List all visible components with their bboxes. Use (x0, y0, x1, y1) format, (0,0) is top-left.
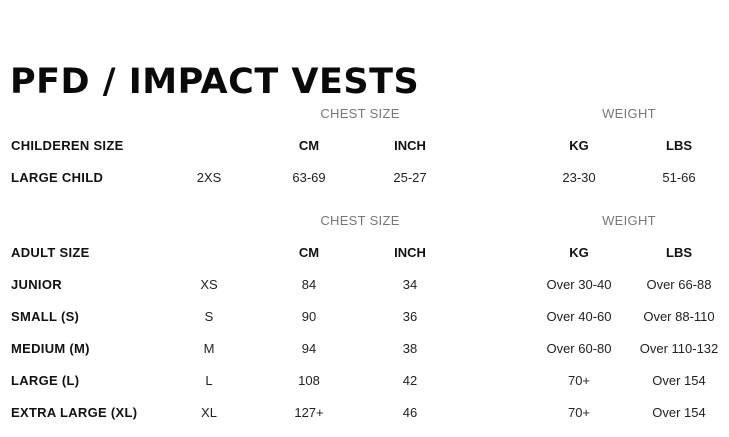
chest-inch-value: 34 (402, 277, 418, 292)
chest-size-group-heading: CHEST SIZE (320, 106, 400, 121)
weight-lbs-value: Over 110-132 (639, 341, 719, 356)
chest-cm-value: 108 (298, 373, 320, 388)
inch-column-header: INCH (394, 245, 426, 260)
size-name: LARGE CHILD (11, 170, 104, 185)
children-header-row: CHILDEREN SIZE CM INCH KG LBS (0, 138, 729, 158)
children-size-heading: CHILDEREN SIZE (11, 138, 124, 153)
size-code: 2XS (196, 170, 222, 185)
table-row: JUNIOR XS 84 34 Over 30-40 Over 66-88 (0, 277, 729, 297)
chest-inch-value: 38 (402, 341, 418, 356)
chest-inch-value: 36 (402, 309, 418, 324)
kg-column-header: KG (569, 138, 589, 153)
size-code: M (203, 341, 215, 356)
weight-kg-value: 70+ (567, 405, 591, 420)
weight-kg-value: 70+ (567, 373, 591, 388)
chest-cm-value: 127+ (294, 405, 324, 420)
weight-lbs-value: Over 66-88 (646, 277, 712, 292)
size-name: LARGE (L) (11, 373, 80, 388)
table-row: MEDIUM (M) M 94 38 Over 60-80 Over 110-1… (0, 341, 729, 361)
weight-kg-value: Over 60-80 (546, 341, 612, 356)
lbs-column-header: LBS (666, 138, 692, 153)
table-row: LARGE CHILD 2XS 63-69 25-27 23-30 51-66 (0, 170, 729, 190)
chest-inch-value: 42 (402, 373, 418, 388)
cm-column-header: CM (298, 245, 320, 260)
table-row: LARGE (L) L 108 42 70+ Over 154 (0, 373, 729, 393)
weight-kg-value: Over 40-60 (546, 309, 612, 324)
weight-kg-value: 23-30 (562, 170, 596, 185)
weight-group-heading: WEIGHT (602, 106, 656, 121)
adult-header-row: ADULT SIZE CM INCH KG LBS (0, 245, 729, 265)
size-name: JUNIOR (11, 277, 62, 292)
weight-lbs-value: 51-66 (662, 170, 696, 185)
chest-cm-value: 94 (301, 341, 317, 356)
chest-inch-value: 46 (402, 405, 418, 420)
weight-kg-value: Over 30-40 (546, 277, 612, 292)
cm-column-header: CM (298, 138, 320, 153)
chest-cm-value: 63-69 (292, 170, 326, 185)
adult-size-heading: ADULT SIZE (11, 245, 90, 260)
weight-lbs-value: Over 154 (652, 405, 706, 420)
size-name: MEDIUM (M) (11, 341, 90, 356)
weight-lbs-value: Over 88-110 (643, 309, 715, 324)
chest-inch-value: 25-27 (393, 170, 427, 185)
size-name: SMALL (S) (11, 309, 80, 324)
lbs-column-header: LBS (666, 245, 692, 260)
chest-cm-value: 84 (301, 277, 317, 292)
chest-size-group-heading: CHEST SIZE (320, 213, 400, 228)
size-code: XS (200, 277, 218, 292)
kg-column-header: KG (569, 245, 589, 260)
table-row: EXTRA LARGE (XL) XL 127+ 46 70+ Over 154 (0, 405, 729, 425)
weight-group-heading: WEIGHT (602, 213, 656, 228)
chest-cm-value: 90 (301, 309, 317, 324)
table-row: SMALL (S) S 90 36 Over 40-60 Over 88-110 (0, 309, 729, 329)
size-name: EXTRA LARGE (XL) (11, 405, 138, 420)
weight-lbs-value: Over 154 (652, 373, 706, 388)
inch-column-header: INCH (394, 138, 426, 153)
size-code: XL (201, 405, 217, 420)
page-title: PFD / IMPACT VESTS (10, 62, 420, 102)
size-code: S (204, 309, 214, 324)
size-code: L (205, 373, 213, 388)
